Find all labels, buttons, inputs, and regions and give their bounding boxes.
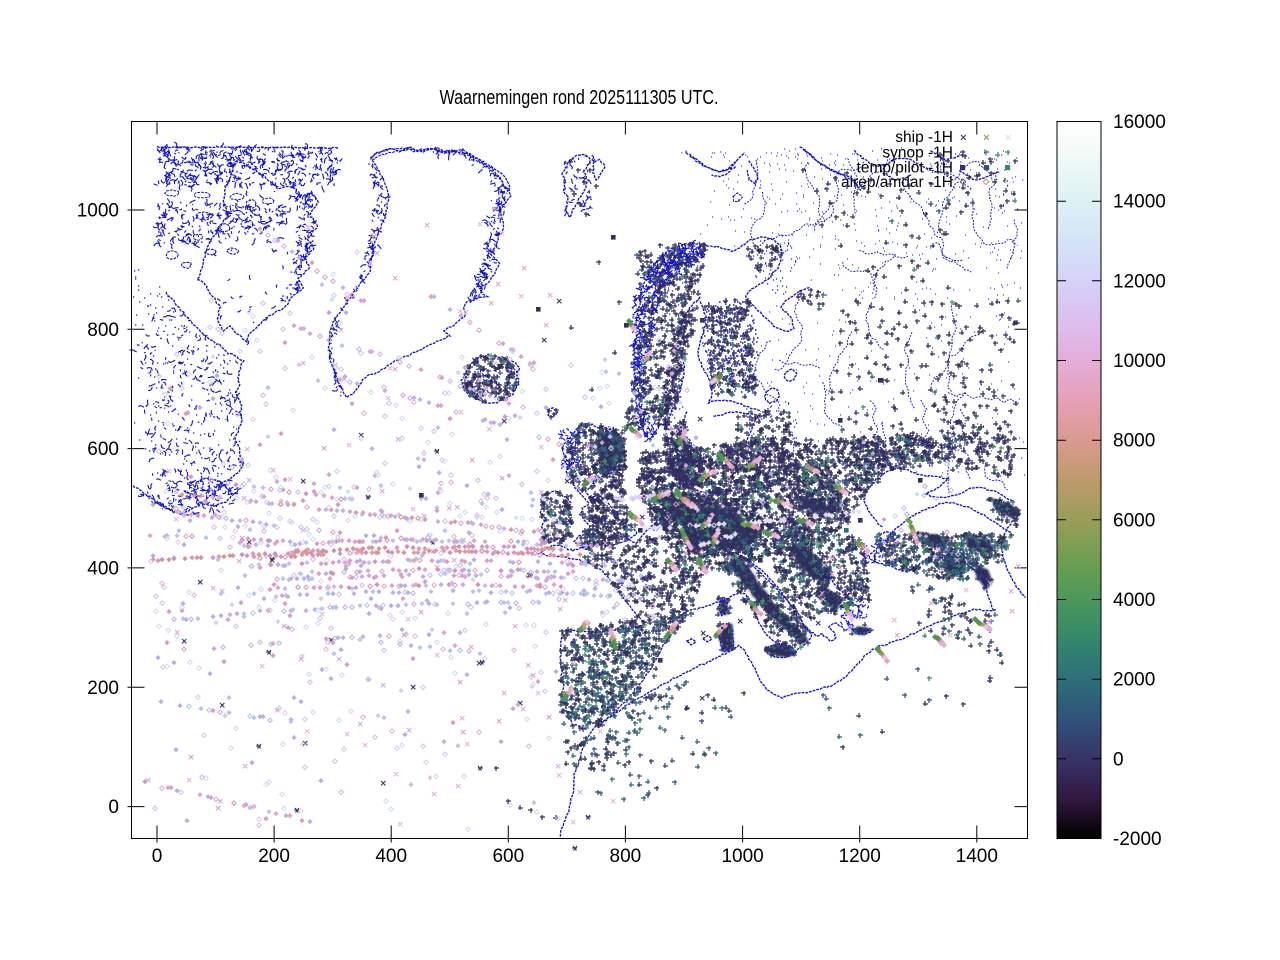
svg-text:0: 0 bbox=[108, 797, 119, 818]
svg-text:600: 600 bbox=[87, 439, 119, 460]
svg-text:2000: 2000 bbox=[1113, 670, 1155, 691]
svg-text:1000: 1000 bbox=[77, 201, 119, 222]
svg-text:temp/pilot -1H: temp/pilot -1H bbox=[857, 160, 953, 177]
svg-text:16000: 16000 bbox=[1113, 112, 1166, 133]
svg-text:400: 400 bbox=[87, 558, 119, 579]
svg-text:1200: 1200 bbox=[839, 846, 881, 867]
svg-text:-2000: -2000 bbox=[1113, 829, 1162, 850]
svg-text:400: 400 bbox=[375, 846, 407, 867]
svg-text:4000: 4000 bbox=[1113, 590, 1155, 611]
svg-text:14000: 14000 bbox=[1113, 192, 1166, 213]
svg-text:1400: 1400 bbox=[956, 846, 998, 867]
svg-text:0: 0 bbox=[1113, 749, 1124, 770]
svg-text:airep/amdar -1H: airep/amdar -1H bbox=[841, 174, 953, 191]
svg-text:1000: 1000 bbox=[721, 846, 763, 867]
svg-text:10000: 10000 bbox=[1113, 351, 1166, 372]
svg-text:8000: 8000 bbox=[1113, 431, 1155, 452]
svg-text:ship -1H: ship -1H bbox=[895, 129, 953, 146]
svg-text:800: 800 bbox=[87, 320, 119, 341]
svg-text:200: 200 bbox=[258, 846, 290, 867]
svg-text:12000: 12000 bbox=[1113, 271, 1166, 292]
svg-text:200: 200 bbox=[87, 678, 119, 699]
svg-text:Waarnemingen rond 2025111305 U: Waarnemingen rond 2025111305 UTC. bbox=[440, 87, 719, 109]
svg-text:synop -1H: synop -1H bbox=[882, 144, 953, 161]
svg-text:0: 0 bbox=[152, 846, 163, 867]
svg-text:6000: 6000 bbox=[1113, 510, 1155, 531]
svg-text:600: 600 bbox=[492, 846, 524, 867]
svg-text:800: 800 bbox=[610, 846, 642, 867]
